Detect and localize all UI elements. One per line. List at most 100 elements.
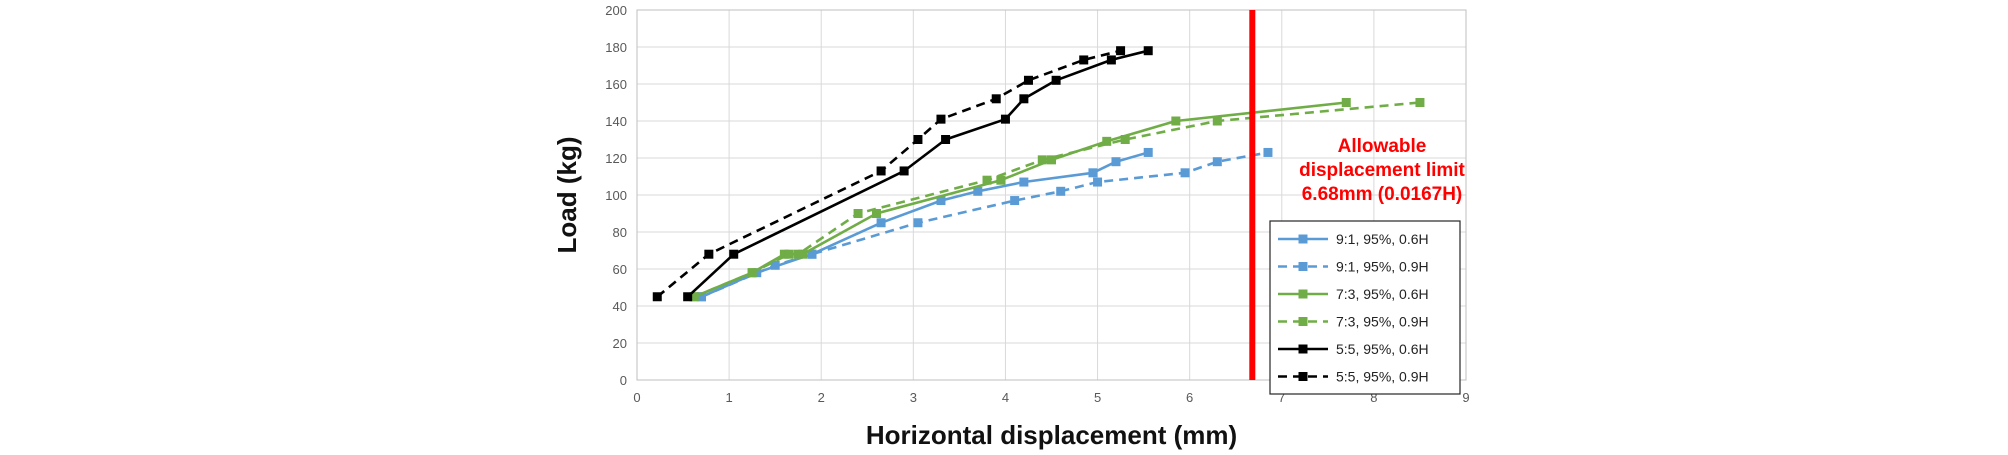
series-5 xyxy=(683,46,1153,302)
data-point xyxy=(1102,136,1112,146)
y-tick-label: 80 xyxy=(613,225,627,240)
data-point xyxy=(1143,147,1153,157)
data-point xyxy=(1263,147,1273,157)
data-point xyxy=(913,135,923,144)
data-point xyxy=(1093,177,1103,187)
data-point xyxy=(1120,135,1130,144)
limit-annotation-text: displacement limit xyxy=(1299,160,1465,181)
legend-label: 9:1, 95%, 0.9H xyxy=(1336,259,1429,275)
data-point xyxy=(1088,168,1098,178)
data-point xyxy=(1023,75,1033,85)
x-tick-label: 1 xyxy=(725,390,732,405)
data-point xyxy=(807,249,817,259)
data-point xyxy=(853,209,863,218)
data-point xyxy=(1212,116,1222,126)
data-point xyxy=(1111,157,1121,167)
data-point xyxy=(1019,177,1029,187)
y-tick-label: 140 xyxy=(605,114,627,129)
data-point xyxy=(1106,55,1116,65)
x-axis-title: Horizontal displacement (mm) xyxy=(866,420,1237,450)
legend-box xyxy=(1269,220,1461,395)
legend-item: 9:1, 95%, 0.6H xyxy=(1278,231,1429,247)
data-point xyxy=(1056,186,1066,196)
y-tick-label: 0 xyxy=(620,373,627,388)
data-point xyxy=(779,249,789,259)
legend-item: 5:5, 95%, 0.6H xyxy=(1278,341,1429,357)
data-point xyxy=(941,135,951,144)
data-point xyxy=(871,209,881,218)
data-point xyxy=(1047,155,1056,165)
data-point xyxy=(913,218,923,228)
data-point xyxy=(1010,196,1020,206)
x-tick-label: 6 xyxy=(1186,390,1193,405)
annotation-layer: Allowable displacement limit 6.68mm (0.016… xyxy=(1299,136,1465,205)
data-point xyxy=(1180,168,1190,178)
data-point xyxy=(991,94,1001,104)
data-point xyxy=(936,196,946,206)
data-point xyxy=(689,292,699,302)
x-tick-label: 0 xyxy=(633,390,640,405)
y-tick-label: 40 xyxy=(613,299,627,314)
y-tick-label: 60 xyxy=(613,262,627,277)
legend-swatch-marker xyxy=(1298,317,1308,326)
series-line xyxy=(693,101,1421,299)
legend-item: 7:3, 95%, 0.6H xyxy=(1278,286,1429,302)
series-4 xyxy=(689,98,1425,302)
legend-label: 5:5, 95%, 0.6H xyxy=(1336,341,1429,357)
data-point xyxy=(729,249,739,259)
data-point xyxy=(1116,46,1126,56)
x-tick-label: 3 xyxy=(910,390,917,405)
data-point xyxy=(1341,98,1351,107)
data-point xyxy=(798,249,808,259)
limit-annotation-text: 6.68mm (0.0167H) xyxy=(1302,184,1463,205)
legend-label: 7:3, 95%, 0.9H xyxy=(1336,314,1429,330)
data-point xyxy=(696,292,706,302)
data-point xyxy=(1143,46,1153,56)
data-point xyxy=(770,260,780,270)
data-point xyxy=(652,292,662,302)
legend: 9:1, 95%, 0.6H 9:1, 95%, 0.9H 7:3, 95%, 0.… xyxy=(1269,220,1461,395)
y-axis-title: Load (kg) xyxy=(552,137,582,254)
y-tick-label: 200 xyxy=(605,3,627,18)
data-point xyxy=(683,292,693,302)
x-tick-label: 5 xyxy=(1094,390,1101,405)
data-point xyxy=(936,114,946,124)
data-point xyxy=(1415,98,1425,107)
y-tick-label: 20 xyxy=(613,336,627,351)
data-point xyxy=(1171,116,1181,126)
data-point xyxy=(876,218,886,228)
tick-labels: 0 20 40 60 80 100 120 140 160 180 200 0 1 2 3 4 5 6 7 8 9 xyxy=(605,3,1469,405)
legend-swatch-marker xyxy=(1298,372,1308,381)
legend-swatch-marker xyxy=(1298,262,1308,271)
plot-frame xyxy=(636,9,1467,381)
x-tick-label: 7 xyxy=(1278,390,1285,405)
y-tick-label: 180 xyxy=(605,40,627,55)
data-point xyxy=(982,175,992,185)
data-point xyxy=(1051,75,1061,85)
data-point xyxy=(996,175,1006,185)
y-tick-label: 120 xyxy=(605,151,627,166)
limit-annotation-text: Allowable xyxy=(1338,136,1427,157)
series-line xyxy=(700,151,1269,298)
series-line xyxy=(700,151,1149,298)
legend-item: 9:1, 95%, 0.9H xyxy=(1278,259,1429,275)
data-point xyxy=(747,268,757,278)
data-point xyxy=(1019,94,1029,104)
x-tick-label: 4 xyxy=(1002,390,1009,405)
data-point xyxy=(1212,157,1222,167)
legend-item: 5:5, 95%, 0.9H xyxy=(1278,369,1429,385)
series-layer xyxy=(652,46,1425,302)
y-tick-label: 100 xyxy=(605,188,627,203)
data-point xyxy=(1037,155,1047,165)
legend-swatch-marker xyxy=(1298,289,1308,299)
data-point xyxy=(876,166,886,176)
data-point xyxy=(899,166,909,176)
data-point xyxy=(793,249,803,259)
data-point xyxy=(1079,55,1089,65)
series-6 xyxy=(652,46,1126,302)
data-point xyxy=(973,186,983,196)
x-tick-label: 2 xyxy=(818,390,825,405)
legend-swatch-marker xyxy=(1298,344,1308,354)
